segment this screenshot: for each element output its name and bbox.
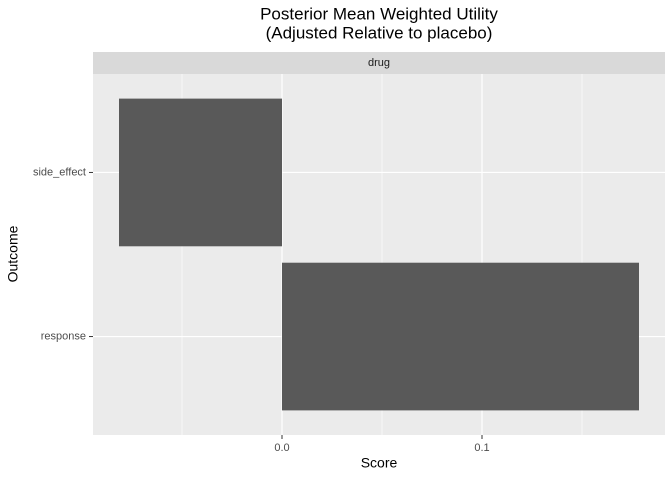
facet-strip: [93, 52, 665, 74]
bar: [119, 98, 282, 247]
facet-label: drug: [368, 57, 390, 69]
x-tick-label: 0.1: [474, 442, 489, 454]
plot: 0.0 0.1 response side_effect: [33, 74, 665, 454]
x-tick-label: 0.0: [274, 442, 289, 454]
chart-title: (Adjusted Relative to placebo): [266, 23, 493, 42]
x-axis-label: Score: [361, 455, 398, 471]
y-tick-label: response: [41, 330, 86, 342]
y-tick-label: side_effect: [33, 166, 86, 178]
bar: [282, 262, 639, 411]
chart-title: Posterior Mean Weighted Utility: [260, 4, 498, 23]
y-axis-label: Outcome: [5, 225, 21, 282]
